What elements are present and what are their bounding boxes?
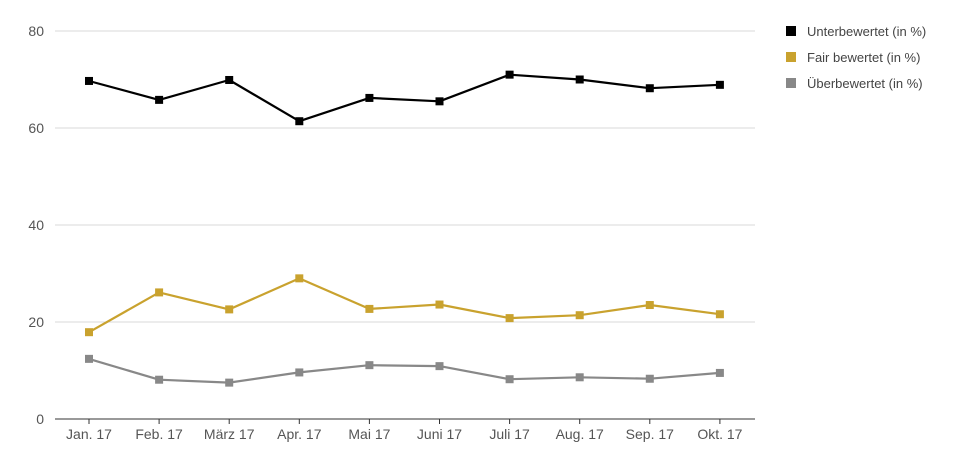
data-point [715,310,724,319]
data-point [225,378,234,387]
legend-label: Fair bewertet (in %) [807,50,920,65]
data-point [505,70,514,79]
data-point [505,314,514,323]
legend-item: Fair bewertet (in %) [786,50,920,65]
data-point [575,75,584,84]
data-point [295,368,304,377]
data-point [365,304,374,313]
data-point [645,374,654,383]
legend-label: Überbewertet (in %) [807,76,923,91]
data-point [155,95,164,104]
y-tick-label: 40 [28,217,44,233]
data-point [225,305,234,314]
data-point [435,97,444,106]
data-point [155,375,164,384]
data-point [295,117,304,126]
x-tick-label: Juli 17 [489,426,530,442]
series-line [88,73,720,123]
data-point [155,288,164,297]
series-group [85,70,724,387]
legend: Unterbewertet (in %) Fair bewertet (in %)… [786,24,926,91]
x-tick-label: Jan. 17 [66,426,112,442]
x-tick-label: Juni 17 [417,426,462,442]
y-axis-ticks: 0 20 40 60 80 [28,23,44,427]
legend-label: Unterbewertet (in %) [807,24,926,39]
legend-swatch [786,26,796,36]
series-2 [85,274,724,337]
x-tick-label: Sep. 17 [626,426,674,442]
data-point [715,368,724,377]
x-tick-label: Feb. 17 [135,426,183,442]
data-point [85,76,93,85]
legend-swatch [786,78,796,88]
series-line [88,357,720,384]
y-tick-label: 0 [36,411,44,427]
data-point [365,93,374,102]
data-point [225,75,234,84]
y-tick-label: 80 [28,23,44,39]
data-point [365,361,374,370]
data-point [435,362,444,371]
legend-item: Überbewertet (in %) [786,76,923,91]
data-point [295,274,304,283]
x-tick-label: Aug. 17 [556,426,604,442]
x-tick-label: März 17 [204,426,255,442]
x-tick-label: Mai 17 [348,426,390,442]
series-1 [85,70,724,126]
legend-item: Unterbewertet (in %) [786,24,926,39]
data-point [505,375,514,384]
data-point [645,84,654,93]
x-axis-ticks: Jan. 17 Feb. 17 März 17 Apr. 17 Mai 17 Juni 1… [66,419,743,442]
data-point [575,373,584,382]
data-point [575,311,584,320]
x-tick-label: Apr. 17 [277,426,322,442]
data-point [85,328,93,337]
x-tick-label: Okt. 17 [697,426,742,442]
data-point [645,301,654,310]
y-tick-label: 60 [28,120,44,136]
series-line [88,277,721,334]
y-tick-label: 20 [28,314,44,330]
legend-swatch [786,52,796,62]
data-point [435,300,444,309]
data-point [715,80,724,89]
series-3 [85,354,724,387]
grid-lines [55,30,755,323]
data-point [85,354,93,363]
